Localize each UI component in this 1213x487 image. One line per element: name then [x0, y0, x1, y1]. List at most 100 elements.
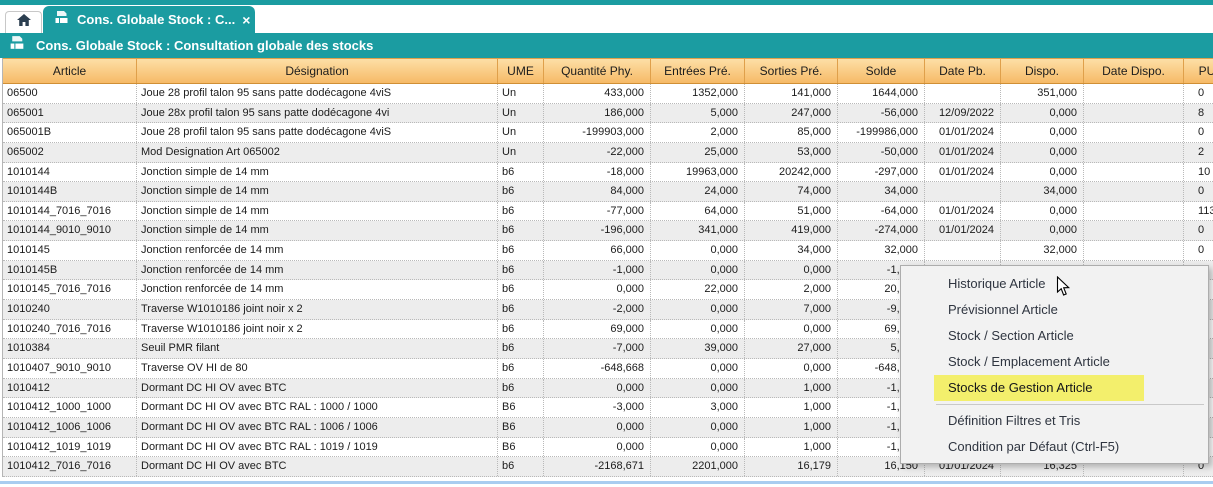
table-row[interactable]: 065001 Joue 28x profil talon 95 sans patt…	[3, 103, 1213, 124]
table-cell: -18,000	[544, 162, 651, 182]
tab-home[interactable]	[5, 11, 42, 33]
table-cell: 0,000	[745, 358, 838, 378]
menu-item-condition-par-defaut-ctrl-f5[interactable]: Condition par Défaut (Ctrl-F5)	[948, 439, 1120, 454]
table-cell: 1010240	[3, 300, 137, 319]
table-cell: 065001	[3, 103, 137, 123]
table-cell: 85,000	[745, 123, 838, 142]
table-cell: b6	[498, 358, 544, 378]
table-cell: 0,000	[745, 260, 838, 280]
table-cell: 0,000	[544, 417, 651, 437]
table-cell: 1010240_7016_7016	[3, 319, 137, 339]
table-row[interactable]: 1010144_7016_7016 Jonction simple de 14 m…	[3, 201, 1213, 222]
column-header-sorties-pre[interactable]: Sorties Pré.	[745, 59, 838, 83]
column-header-pu[interactable]: PU	[1184, 59, 1213, 83]
table-cell: b6	[498, 182, 544, 201]
table-cell	[1084, 182, 1184, 201]
menu-item-stock-emplacement-article[interactable]: Stock / Emplacement Article	[948, 354, 1110, 369]
table-cell: B6	[498, 437, 544, 457]
table-cell: 2	[1184, 143, 1213, 162]
table-cell: -648,668	[544, 358, 651, 378]
table-cell: 01/01/2024	[925, 123, 1001, 142]
menu-item-previsionnel-article[interactable]: Prévisionnel Article	[948, 302, 1058, 317]
table-cell: 0,000	[544, 280, 651, 300]
table-cell: 1010412_7016_7016	[3, 457, 137, 476]
table-cell: Un	[498, 84, 544, 103]
window-top-strip	[0, 0, 1213, 5]
table-cell: Un	[498, 123, 544, 142]
menu-item-historique-article[interactable]: Historique Article	[948, 276, 1046, 291]
table-cell: 01/01/2024	[925, 142, 1001, 162]
table-cell: 0,000	[1001, 201, 1084, 221]
table-cell: Jonction simple de 14 mm	[137, 221, 498, 241]
table-cell: 0,000	[1001, 221, 1084, 241]
table-row[interactable]: 065002 Mod Designation Art 065002 Un -22,00…	[3, 142, 1213, 163]
column-header-dispo[interactable]: Dispo.	[1001, 59, 1084, 83]
table-cell: -22,000	[544, 142, 651, 162]
table-cell: 065002	[3, 142, 137, 162]
table-cell: Traverse W1010186 joint noir x 2	[137, 300, 498, 319]
mouse-cursor	[1056, 275, 1071, 302]
column-header-entrees-pre[interactable]: Entrées Pré.	[651, 59, 745, 83]
tab-label: Cons. Globale Stock : C...	[77, 12, 236, 27]
stock-icon	[53, 10, 70, 30]
table-row[interactable]: 1010144B Jonction simple de 14 mm b6 84,000…	[3, 182, 1213, 202]
context-menu: Historique Article Prévisionnel Article St…	[900, 265, 1209, 464]
table-cell: 1010145B	[3, 260, 137, 280]
table-row[interactable]: 1010144 Jonction simple de 14 mm b6 -18,000…	[3, 162, 1213, 183]
table-cell: 1010412_1006_1006	[3, 417, 137, 437]
table-cell: 0	[1184, 241, 1213, 260]
table-cell: 1,000	[745, 437, 838, 457]
table-cell: -50,000	[838, 142, 925, 162]
table-cell: -199986,000	[838, 123, 925, 142]
tab-cons-globale-stock[interactable]: Cons. Globale Stock : C... ×	[43, 6, 255, 33]
table-cell: 84,000	[544, 182, 651, 201]
table-cell	[925, 241, 1001, 260]
table-row[interactable]: 065001B Joue 28 profil talon 95 sans patt…	[3, 123, 1213, 143]
menu-item-stock-section-article[interactable]: Stock / Section Article	[948, 328, 1074, 343]
table-cell: -2168,671	[544, 457, 651, 476]
menu-item-definition-filtres-et-tris[interactable]: Définition Filtres et Tris	[948, 413, 1081, 428]
column-header-date-dispo[interactable]: Date Dispo.	[1084, 59, 1184, 83]
table-cell: b6	[498, 241, 544, 260]
table-cell: 2,000	[651, 123, 745, 142]
table-cell: Dormant DC HI OV avec BTC RAL : 1019 / 1…	[137, 437, 498, 457]
table-cell: 25,000	[651, 142, 745, 162]
table-cell: b6	[498, 162, 544, 182]
stock-icon	[8, 35, 26, 56]
table-row[interactable]: 06500 Joue 28 profil talon 95 sans patte …	[3, 84, 1213, 104]
table-cell: 141,000	[745, 84, 838, 103]
column-header-ume[interactable]: UME	[498, 59, 544, 83]
table-cell: 341,000	[651, 221, 745, 241]
horizontal-scroll-strip[interactable]	[0, 481, 1213, 484]
table-row[interactable]: 1010144_9010_9010 Jonction simple de 14 m…	[3, 221, 1213, 242]
column-header-date-pb[interactable]: Date Pb.	[925, 59, 1001, 83]
column-header-solde[interactable]: Solde	[838, 59, 925, 83]
column-header-quantite-phy[interactable]: Quantité Phy.	[544, 59, 651, 83]
menu-item-stocks-de-gestion-article[interactable]: Stocks de Gestion Article	[901, 375, 1208, 401]
table-cell: 1,000	[745, 417, 838, 437]
table-cell: 0,000	[1001, 123, 1084, 142]
table-cell: 1644,000	[838, 84, 925, 103]
table-cell: 0,000	[651, 378, 745, 398]
table-cell: 186,000	[544, 103, 651, 123]
table-cell: 1010384	[3, 339, 137, 358]
column-header-designation[interactable]: Désignation	[137, 59, 498, 83]
table-cell: 1010144B	[3, 182, 137, 201]
table-cell: 3,000	[651, 398, 745, 417]
table-cell: b6	[498, 378, 544, 398]
table-cell: Jonction renforcée de 14 mm	[137, 280, 498, 300]
table-cell: 20242,000	[745, 162, 838, 182]
column-header-article[interactable]: Article	[3, 59, 137, 83]
table-cell	[1084, 84, 1184, 103]
table-cell: Joue 28 profil talon 95 sans patte dodéc…	[137, 123, 498, 142]
table-cell: 1010145_7016_7016	[3, 280, 137, 300]
table-cell: Seuil PMR filant	[137, 339, 498, 358]
table-cell: B6	[498, 398, 544, 417]
table-cell: 53,000	[745, 142, 838, 162]
table-cell: Jonction simple de 14 mm	[137, 182, 498, 201]
table-cell: 32,000	[1001, 241, 1084, 260]
table-cell: 0,000	[544, 378, 651, 398]
table-row[interactable]: 1010145 Jonction renforcée de 14 mm b6 66,0…	[3, 241, 1213, 261]
tab-close-icon[interactable]: ×	[242, 11, 251, 28]
table-cell: 433,000	[544, 84, 651, 103]
